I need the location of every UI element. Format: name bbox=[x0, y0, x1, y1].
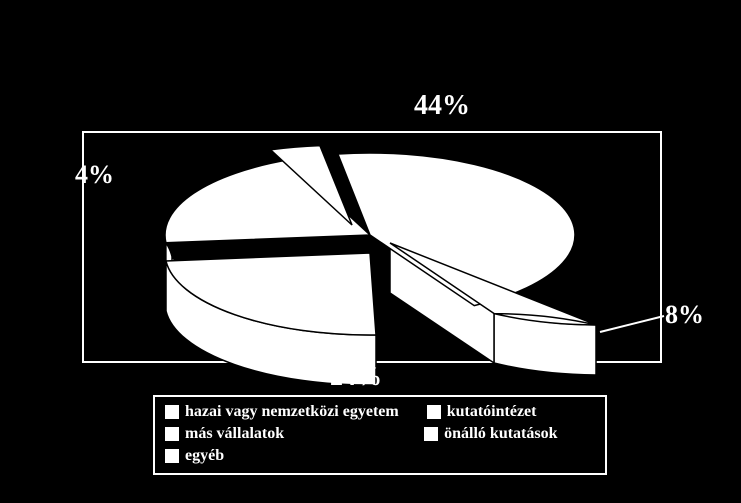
legend-item: egyéb bbox=[165, 447, 224, 465]
legend-label: önálló kutatások bbox=[444, 425, 557, 443]
chart-stage: 44% 8% 24% 4% hazai vagy nemzetközi egye… bbox=[0, 0, 741, 503]
pie-label-right: 8% bbox=[665, 300, 704, 330]
legend-item: kutatóintézet bbox=[427, 403, 537, 421]
legend-row: hazai vagy nemzetközi egyetem kutatóinté… bbox=[165, 403, 595, 421]
legend-row: más vállalatok önálló kutatások bbox=[165, 425, 595, 443]
legend-swatch-icon bbox=[165, 449, 179, 463]
legend: hazai vagy nemzetközi egyetem kutatóinté… bbox=[153, 395, 607, 475]
legend-label: egyéb bbox=[185, 447, 224, 465]
legend-row: egyéb bbox=[165, 447, 595, 465]
legend-swatch-icon bbox=[424, 427, 438, 441]
legend-swatch-icon bbox=[427, 405, 441, 419]
pie-label-left: 4% bbox=[75, 160, 114, 190]
legend-label: más vállalatok bbox=[185, 425, 284, 443]
pie-center-notch bbox=[352, 235, 376, 252]
legend-label: hazai vagy nemzetközi egyetem bbox=[185, 403, 399, 421]
pie-label-bottom: 24% bbox=[330, 362, 382, 392]
legend-label: kutatóintézet bbox=[447, 403, 537, 421]
legend-item: más vállalatok bbox=[165, 425, 284, 443]
legend-item: önálló kutatások bbox=[424, 425, 557, 443]
legend-item: hazai vagy nemzetközi egyetem bbox=[165, 403, 399, 421]
legend-swatch-icon bbox=[165, 405, 179, 419]
legend-swatch-icon bbox=[165, 427, 179, 441]
pie-label-top: 44% bbox=[414, 90, 470, 122]
